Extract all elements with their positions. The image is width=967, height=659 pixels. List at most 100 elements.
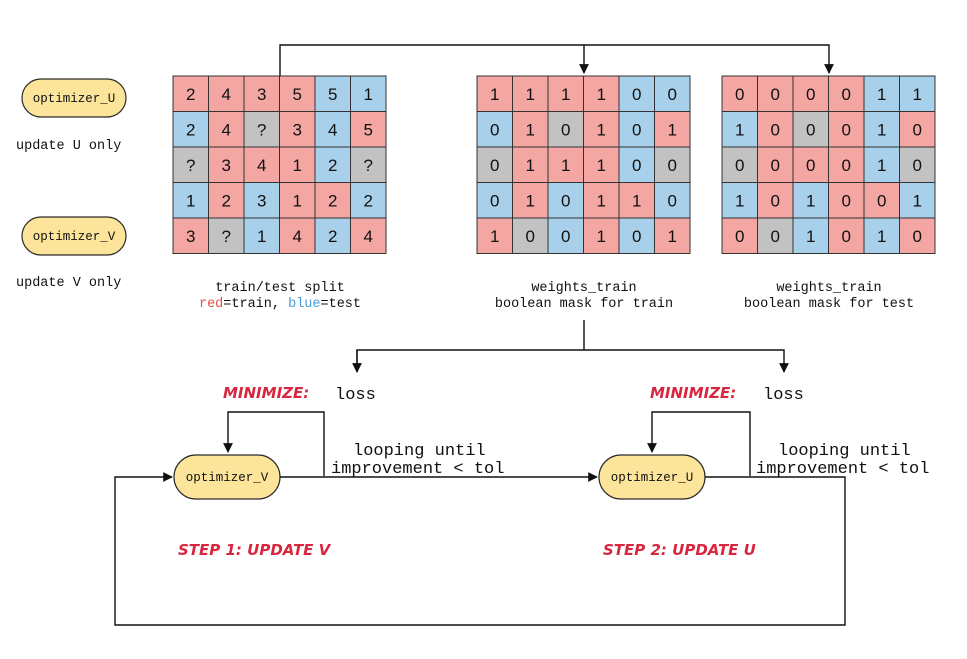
minimize-label-1: MINIMIZE: — [223, 384, 309, 402]
grid-cell-value: 5 — [364, 120, 373, 139]
grid-train-test-split: 2 4 3 5 5 1 2 4? 3 4 5? 3 4 1 2 ? 1 2 3 1 2 2 3? 1 4 2 4 — [172, 75, 387, 254]
grid-cell-value: 2 — [186, 85, 195, 104]
grid-cell — [172, 111, 209, 148]
grid-cell-value: 1 — [913, 85, 922, 104]
grid-cell-value: 1 — [735, 120, 744, 139]
grid-cell-value: 1 — [597, 227, 606, 246]
grid-cell-value: 1 — [364, 85, 373, 104]
grid-cell-value: 1 — [735, 191, 744, 210]
grid-cell — [654, 182, 691, 219]
grid-cell-value: 0 — [913, 120, 922, 139]
grid-cell-value: ? — [222, 227, 231, 246]
grid-cell-value: 1 — [561, 85, 570, 104]
grid-cell-value: 3 — [222, 156, 231, 175]
grid-cell — [279, 111, 316, 148]
grid-cell-value: 2 — [364, 191, 373, 210]
test-mask-caption-line2: boolean mask for test — [744, 297, 914, 312]
grid-cell-value: 0 — [842, 227, 851, 246]
grid-cell-value: 3 — [257, 85, 266, 104]
grid-cell-value: 0 — [735, 227, 744, 246]
grid-cell-value: 1 — [490, 85, 499, 104]
grid-cell-value: 1 — [632, 191, 641, 210]
grid-cell — [476, 111, 513, 148]
grid-cell-value: 0 — [771, 120, 780, 139]
grid-cell-value: 0 — [632, 227, 641, 246]
grid-cell-value: 1 — [597, 156, 606, 175]
grid-cell-value: 2 — [328, 227, 337, 246]
grid-cell — [899, 217, 936, 254]
caption-part: blue — [288, 297, 320, 312]
grid-cell-value: 1 — [668, 227, 677, 246]
grid-cell — [828, 217, 865, 254]
grid-cell-value: ? — [257, 120, 266, 139]
loss-label-2: loss — [763, 386, 804, 405]
grid-cell-value: 0 — [842, 85, 851, 104]
legend-optimizer-u: optimizer_U update U only — [16, 78, 127, 154]
grid-cell — [476, 146, 513, 183]
grid-cell-value: 0 — [771, 156, 780, 175]
grid-cell-value: 0 — [668, 85, 677, 104]
grid-cell-value: 1 — [526, 156, 535, 175]
grid-cell-value: 0 — [526, 227, 535, 246]
grid-cell-value: 4 — [364, 227, 373, 246]
grid-cell-value: 0 — [806, 120, 815, 139]
caption-part: =train, — [223, 297, 288, 312]
top-connector — [279, 44, 834, 76]
grid-cell-value: 4 — [222, 120, 231, 139]
grid-cell-value: 2 — [222, 191, 231, 210]
grid-cell — [314, 75, 351, 112]
grid-cell — [350, 217, 387, 254]
grid-cell-value: 4 — [222, 85, 231, 104]
caption-part: =test — [321, 297, 362, 312]
optimizer-v-pill — [21, 216, 127, 256]
grid-cell-value: 3 — [293, 120, 302, 139]
grid-cell-value: 1 — [806, 227, 815, 246]
grid-cell-value: 5 — [293, 85, 302, 104]
grid-cell — [512, 75, 549, 112]
grid-cell — [208, 146, 245, 183]
main-flow — [114, 472, 846, 626]
grid-cell — [757, 75, 794, 112]
grid-cell-value: 0 — [913, 227, 922, 246]
grid-cell-value: 1 — [877, 156, 886, 175]
grid-cell-value: 1 — [526, 85, 535, 104]
grid-cell-value: 0 — [668, 156, 677, 175]
grid-cell-value: 1 — [806, 191, 815, 210]
grid-cell — [721, 75, 758, 112]
grid-cell — [512, 182, 549, 219]
grid-cell-value: 1 — [526, 191, 535, 210]
optimizer-u-pill — [21, 78, 127, 118]
train-mask-caption-line1: weights_train — [531, 281, 636, 296]
update-v-note: update V only — [16, 276, 121, 291]
grid-cell-value: 1 — [293, 156, 302, 175]
grid-cell — [757, 146, 794, 183]
grid-cell — [654, 146, 691, 183]
grid-cell-value: 0 — [842, 120, 851, 139]
grid-cell — [654, 217, 691, 254]
grid-cell — [583, 182, 620, 219]
grid-cell — [547, 75, 584, 112]
grid-cell-value: 0 — [806, 85, 815, 104]
grid-cell-value: 0 — [735, 85, 744, 104]
grid-cell — [618, 146, 655, 183]
split-caption-line1: train/test split — [215, 281, 345, 296]
grid-cell-value: 0 — [561, 191, 570, 210]
until-note-2-line2: improvement < tol — [756, 460, 929, 479]
split-caption-line2: red=train, blue=test — [199, 297, 361, 312]
grid-cell — [279, 217, 316, 254]
step2-label: STEP 2: UPDATE U — [603, 541, 756, 559]
inner-loop-2 — [647, 411, 751, 476]
grid-cell — [350, 75, 387, 112]
grid-cell-value: 0 — [632, 85, 641, 104]
grid-cell-value: 0 — [771, 85, 780, 104]
grid-cell-value: 3 — [186, 227, 195, 246]
until-note-2-line1: looping until — [778, 442, 911, 461]
minimize-label-2: MINIMIZE: — [650, 384, 736, 402]
grid-cell-value: 1 — [257, 227, 266, 246]
grid-cell-value: 0 — [806, 156, 815, 175]
grid-cell-value: 1 — [913, 191, 922, 210]
train-mask-caption-line2: boolean mask for train — [495, 297, 673, 312]
test-mask-caption-line1: weights_train — [776, 281, 881, 296]
grid-cell — [654, 111, 691, 148]
